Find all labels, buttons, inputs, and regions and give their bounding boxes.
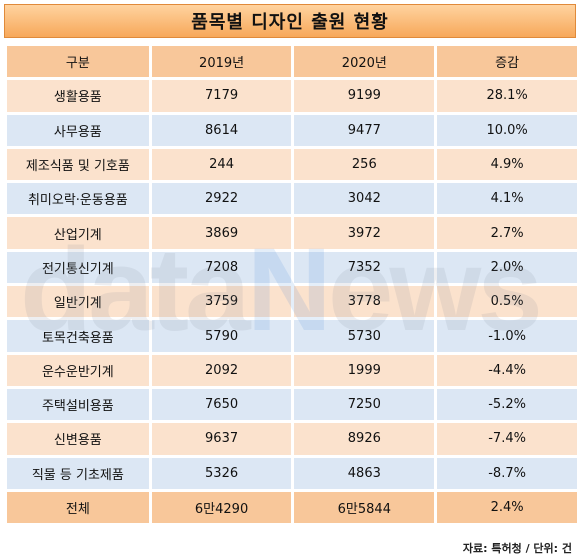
value-2019: 7650 (151, 388, 292, 421)
value-change: -5.2% (437, 388, 577, 421)
row-label: 전기통신기계 (7, 251, 149, 284)
value-2020: 3972 (294, 217, 435, 249)
value-2019: 9637 (151, 423, 292, 455)
row-label: 생활용품 (7, 80, 149, 112)
total-label: 전체 (7, 491, 149, 524)
value-2020: 7352 (294, 251, 435, 284)
row-label: 신변용품 (7, 423, 149, 455)
value-change: -7.4% (437, 423, 577, 455)
total-row: 전체 6만4290 6만5844 2.4% (7, 491, 577, 524)
total-2019: 6만4290 (151, 491, 292, 524)
value-change: 10.0% (437, 114, 577, 146)
value-2020: 9199 (294, 80, 435, 112)
value-2019: 7208 (151, 251, 292, 284)
value-change: -8.7% (437, 457, 577, 489)
table-title: 품목별 디자인 출원 현황 (4, 4, 576, 38)
table-row: 주택설비용품 7650 7250 -5.2% (7, 388, 577, 421)
value-2019: 2092 (151, 354, 292, 386)
table-row: 산업기계 3869 3972 2.7% (7, 217, 577, 249)
table-row: 일반기계 3759 3778 0.5% (7, 286, 577, 318)
row-label: 취미오락·운동용품 (7, 183, 149, 215)
header-2019: 2019년 (151, 46, 292, 78)
row-label: 제조식품 및 기호품 (7, 148, 149, 181)
value-2019: 8614 (151, 114, 292, 146)
total-2020: 6만5844 (294, 491, 435, 524)
value-change: 2.0% (437, 251, 577, 284)
header-category: 구분 (7, 46, 149, 78)
row-label: 직물 등 기초제품 (7, 457, 149, 489)
design-application-table: 구분 2019년 2020년 증감 생활용품 7179 9199 28.1% 사… (4, 43, 580, 526)
value-2020: 256 (294, 148, 435, 181)
table-row: 직물 등 기초제품 5326 4863 -8.7% (7, 457, 577, 489)
header-row: 구분 2019년 2020년 증감 (7, 46, 577, 78)
value-2020: 4863 (294, 457, 435, 489)
total-change: 2.4% (437, 491, 577, 524)
value-2019: 7179 (151, 80, 292, 112)
table-row: 취미오락·운동용품 2922 3042 4.1% (7, 183, 577, 215)
value-change: -1.0% (437, 320, 577, 352)
value-change: 4.9% (437, 148, 577, 181)
value-change: 4.1% (437, 183, 577, 215)
value-2020: 9477 (294, 114, 435, 146)
table-row: 운수운반기계 2092 1999 -4.4% (7, 354, 577, 386)
value-2019: 3759 (151, 286, 292, 318)
table-row: 생활용품 7179 9199 28.1% (7, 80, 577, 112)
header-2020: 2020년 (294, 46, 435, 78)
value-change: 28.1% (437, 80, 577, 112)
value-2020: 1999 (294, 354, 435, 386)
table-row: 토목건축용품 5790 5730 -1.0% (7, 320, 577, 352)
value-2019: 3869 (151, 217, 292, 249)
value-change: 0.5% (437, 286, 577, 318)
table-row: 사무용품 8614 9477 10.0% (7, 114, 577, 146)
value-2019: 5326 (151, 457, 292, 489)
value-2020: 3778 (294, 286, 435, 318)
row-label: 일반기계 (7, 286, 149, 318)
value-2020: 8926 (294, 423, 435, 455)
value-2020: 7250 (294, 388, 435, 421)
row-label: 산업기계 (7, 217, 149, 249)
header-change: 증감 (437, 46, 577, 78)
row-label: 주택설비용품 (7, 388, 149, 421)
value-2020: 3042 (294, 183, 435, 215)
row-label: 사무용품 (7, 114, 149, 146)
value-change: 2.7% (437, 217, 577, 249)
value-2019: 2922 (151, 183, 292, 215)
value-2020: 5730 (294, 320, 435, 352)
table-row: 전기통신기계 7208 7352 2.0% (7, 251, 577, 284)
row-label: 운수운반기계 (7, 354, 149, 386)
value-2019: 244 (151, 148, 292, 181)
value-2019: 5790 (151, 320, 292, 352)
value-change: -4.4% (437, 354, 577, 386)
table-row: 신변용품 9637 8926 -7.4% (7, 423, 577, 455)
row-label: 토목건축용품 (7, 320, 149, 352)
table-row: 제조식품 및 기호품 244 256 4.9% (7, 148, 577, 181)
source-note: 자료: 특허청 / 단위: 건 (462, 542, 572, 555)
